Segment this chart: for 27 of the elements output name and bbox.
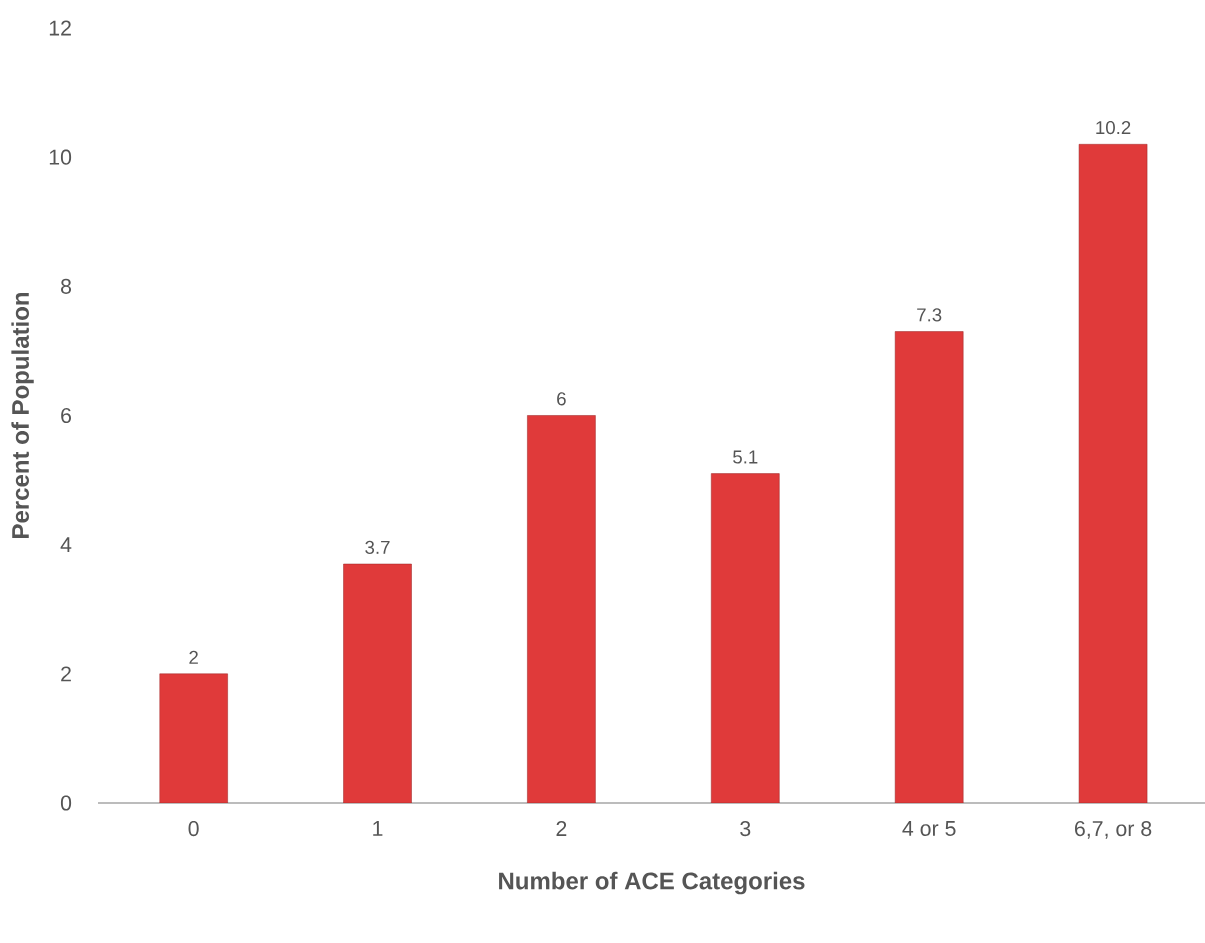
- y-tick-label: 8: [61, 278, 72, 294]
- x-tick-label: 6,7, or 8: [1075, 821, 1152, 839]
- data-label: 5.1: [733, 450, 758, 464]
- bar: [343, 563, 412, 803]
- x-tick-label: 2: [556, 821, 567, 836]
- y-tick-label: 0: [60, 795, 72, 811]
- data-label: 3.7: [365, 540, 390, 554]
- bar: [527, 415, 596, 803]
- bar: [1078, 143, 1148, 803]
- x-tick-label: 0: [188, 821, 199, 837]
- x-tick-label: 3: [740, 821, 751, 837]
- bar: [711, 473, 780, 803]
- x-tick-label: 1: [373, 821, 383, 836]
- y-tick-label: 12: [49, 20, 71, 36]
- data-label: 10.2: [1096, 120, 1131, 135]
- data-label: 7.3: [917, 308, 942, 322]
- y-tick-label: 10: [49, 149, 72, 165]
- y-axis-title: Percent of Population: [11, 292, 34, 538]
- bar: [159, 673, 228, 803]
- data-label: 6: [557, 392, 566, 406]
- y-tick-label: 2: [61, 666, 71, 682]
- data-label: 2: [189, 650, 198, 664]
- x-tick-label: 4 or 5: [902, 821, 956, 836]
- bar: [894, 331, 964, 803]
- x-axis-title: Number of ACE Categories: [499, 871, 805, 895]
- y-tick-label: 4: [60, 537, 72, 552]
- y-tick-label: 6: [61, 407, 72, 424]
